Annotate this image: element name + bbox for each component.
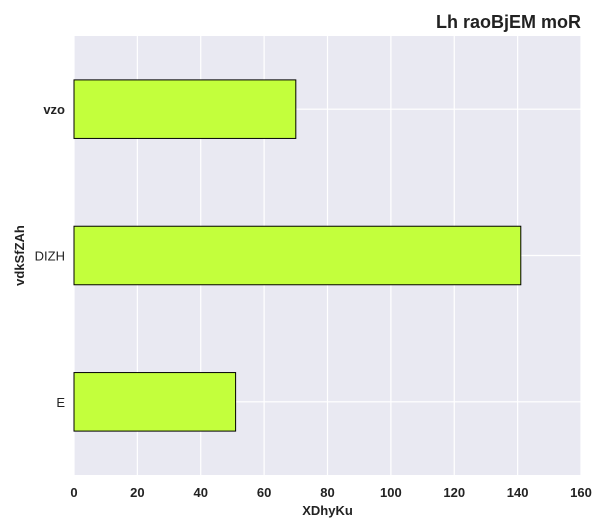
x-tick-label: 80: [320, 485, 334, 500]
x-tick-label: 40: [194, 485, 208, 500]
chart-title: Lh raoBjEM moR: [436, 12, 581, 32]
x-tick-label: 120: [443, 485, 465, 500]
x-tick-label: 100: [380, 485, 402, 500]
bar-dizh: [73, 225, 522, 286]
x-tick-label: 0: [70, 485, 77, 500]
x-tick-labels: 0 20 40 60 80 100 120 140 160: [70, 485, 591, 500]
bar-e: [73, 372, 237, 432]
y-axis-label: vdkSfZAh: [12, 225, 27, 286]
x-tick-label: 60: [257, 485, 271, 500]
x-tick-label: 20: [130, 485, 144, 500]
y-tick-label: vzo: [43, 102, 65, 117]
x-axis-label: XDhyKu: [302, 503, 353, 518]
y-tick-label: DIZH: [35, 249, 65, 264]
bar-vzo: [73, 79, 297, 139]
bars: [73, 79, 522, 432]
x-tick-label: 160: [570, 485, 592, 500]
x-tick-label: 140: [507, 485, 529, 500]
y-tick-labels: vzo DIZH E: [35, 102, 66, 410]
y-tick-label: E: [56, 395, 65, 410]
